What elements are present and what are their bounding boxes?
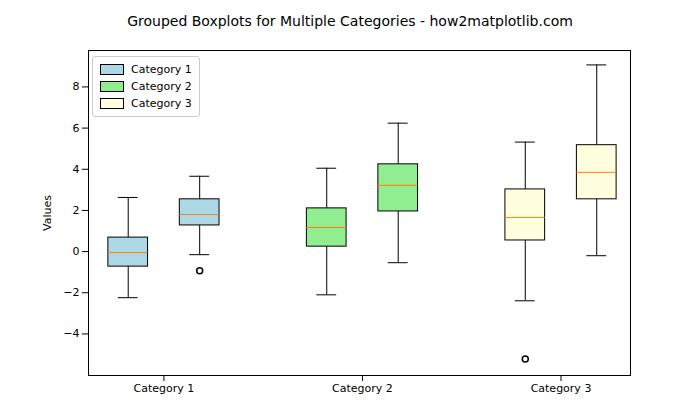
svg-text:8: 8: [73, 80, 80, 93]
svg-text:2: 2: [73, 204, 80, 217]
svg-text:Values: Values: [41, 195, 54, 231]
svg-text:Category 3: Category 3: [531, 382, 592, 395]
svg-text:6: 6: [73, 122, 80, 135]
svg-text:−4: −4: [63, 327, 79, 340]
svg-text:Category 2: Category 2: [332, 382, 393, 395]
html-text:Category 3: Category 3: [131, 97, 192, 110]
html-text:Category 2: Category 2: [131, 80, 192, 93]
svg-text:4: 4: [73, 163, 80, 176]
svg-text:0: 0: [73, 245, 80, 258]
svg-text:−2: −2: [63, 286, 79, 299]
svg-text:Category 1: Category 1: [134, 382, 195, 395]
html-text:Grouped Boxplots for Multiple: Grouped Boxplots for Multiple Categories…: [127, 13, 573, 29]
html-text:Category 1: Category 1: [131, 63, 192, 76]
